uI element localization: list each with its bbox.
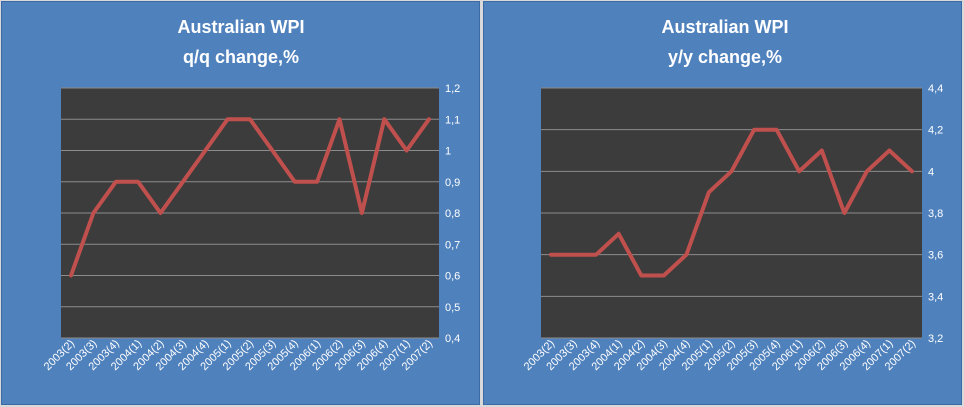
y-tick-label: 3,8 — [928, 208, 943, 220]
y-tick-label: 3,2 — [928, 333, 943, 345]
y-tick-label: 0,4 — [445, 333, 460, 345]
y-tick-label: 0,8 — [445, 208, 460, 220]
data-point — [226, 117, 230, 121]
data-point — [572, 253, 576, 257]
data-point — [427, 117, 431, 121]
data-point — [820, 149, 824, 152]
y-tick-label: 3,4 — [928, 291, 943, 303]
data-point — [91, 211, 95, 215]
chart-panel-qq: Australian WPI q/q change,% 0,4 0,5 0,6 0,7… — [1, 1, 480, 405]
chart-subtitle: y/y change,% — [668, 47, 782, 67]
y-tick-label: 0,5 — [445, 302, 460, 314]
chart-title: Australian WPI — [661, 17, 788, 37]
data-point — [338, 117, 341, 121]
data-point — [910, 169, 914, 173]
data-point — [639, 274, 643, 277]
y-tick-label: 3,6 — [928, 250, 943, 262]
data-point — [707, 190, 711, 194]
data-point — [752, 128, 756, 132]
data-point — [405, 149, 409, 152]
data-point — [775, 128, 779, 132]
y-tick-label: 4,2 — [928, 125, 943, 137]
data-point — [360, 211, 364, 215]
data-point — [684, 253, 688, 257]
data-point — [617, 232, 621, 236]
data-point — [248, 117, 252, 121]
chart-qq: Australian WPI q/q change,% 0,4 0,5 0,6 0,7… — [42, 17, 460, 373]
y-tick-label: 4 — [928, 166, 934, 178]
data-point — [887, 149, 891, 152]
chart-panel-yy: Australian WPI y/y change,% 3,2 3,4 3,6 3,8… — [483, 1, 962, 405]
y-tick-label: 1,1 — [445, 114, 460, 126]
chart-subtitle: q/q change,% — [183, 47, 299, 67]
data-point — [315, 180, 319, 184]
chart-yy: Australian WPI y/y change,% 3,2 3,4 3,6 3,8… — [522, 17, 943, 373]
data-point — [159, 211, 162, 215]
data-point — [69, 274, 73, 277]
y-tick-label: 4,4 — [928, 83, 943, 95]
y-tick-label: 0,6 — [445, 271, 460, 283]
data-point — [549, 253, 553, 257]
data-point — [842, 211, 846, 215]
data-point — [114, 180, 118, 184]
data-point — [203, 149, 207, 152]
y-tick-label: 1 — [445, 146, 451, 158]
y-tick-label: 0,7 — [445, 239, 460, 251]
data-point — [136, 180, 140, 184]
y-tick-label: 0,9 — [445, 177, 460, 189]
data-point — [270, 149, 274, 152]
data-point — [293, 180, 297, 184]
data-point — [797, 169, 801, 173]
data-point — [181, 180, 185, 184]
data-point — [730, 169, 733, 173]
y-tick-label: 1,2 — [445, 83, 460, 95]
data-point — [594, 253, 598, 257]
data-point — [382, 117, 386, 121]
data-point — [865, 169, 869, 173]
data-point — [662, 274, 666, 277]
chart-title: Australian WPI — [177, 17, 304, 37]
